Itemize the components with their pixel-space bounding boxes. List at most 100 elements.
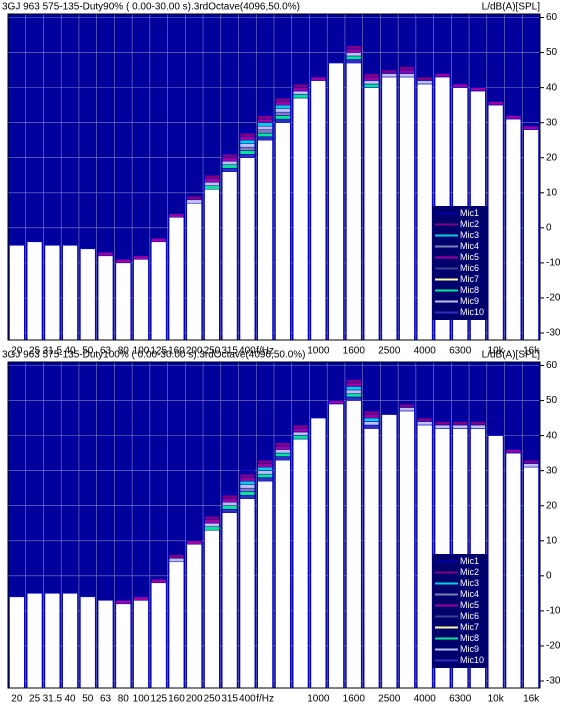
x-tick-label: 80 [118, 346, 130, 357]
y-tick-label: -30 [546, 328, 561, 339]
bar [115, 262, 131, 341]
x-tick-label: 2500 [378, 346, 401, 357]
x-tick-label: 400 [239, 346, 256, 357]
x-tick-label: 6300 [449, 346, 472, 357]
x-tick-label: 100 [133, 346, 150, 357]
bar [292, 97, 309, 341]
bar [133, 259, 149, 341]
x-tick-label: 10k [488, 346, 505, 357]
bar [363, 428, 380, 689]
y-tick-label: 50 [546, 395, 558, 406]
x-tick-label: 1600 [343, 694, 366, 705]
x-tick-label: 63 [100, 694, 112, 705]
legend-label: Mic3 [460, 578, 479, 588]
bar [381, 76, 397, 341]
bar [346, 400, 362, 689]
legend-label: Mic1 [460, 556, 479, 566]
x-tick-label: 2500 [378, 694, 401, 705]
legend-label: Mic10 [460, 307, 484, 317]
y-tick-label: -20 [546, 641, 561, 652]
x-tick-label: f/Hz [256, 694, 274, 705]
x-tick-label: 20 [11, 346, 23, 357]
bar [488, 104, 504, 341]
legend-label: Mic8 [460, 285, 479, 295]
x-tick-label: f/Hz [256, 346, 274, 357]
legend-label: Mic4 [460, 241, 479, 251]
y-tick-label: 50 [546, 47, 558, 58]
bar [44, 245, 60, 341]
x-tick-label: 315 [221, 694, 238, 705]
x-tick-label: 315 [221, 346, 238, 357]
x-tick-label: 1000 [307, 346, 330, 357]
bar [417, 83, 433, 341]
legend-label: Mic9 [460, 296, 479, 306]
legend-label: Mic5 [460, 252, 479, 262]
x-tick-label: 25 [29, 694, 41, 705]
x-tick-label: 200 [186, 694, 203, 705]
bar [488, 435, 504, 689]
x-tick-label: 50 [82, 694, 94, 705]
bar [186, 203, 202, 341]
bar [222, 171, 238, 341]
bar [310, 417, 326, 689]
bar [257, 480, 273, 689]
x-tick-label: 250 [204, 694, 221, 705]
x-tick-label: 80 [118, 694, 130, 705]
plot-frame [7, 13, 541, 341]
x-tick-label: 40 [65, 694, 77, 705]
legend-label: Mic4 [460, 589, 479, 599]
bar [399, 410, 415, 689]
x-tick-label: 31.5 [43, 694, 63, 705]
bar [363, 87, 380, 341]
x-tick-label: 31.5 [43, 346, 63, 357]
bar [62, 245, 78, 341]
x-tick-label: 125 [150, 346, 167, 357]
x-tick-label: 160 [168, 346, 185, 357]
bar [381, 414, 397, 689]
legend-label: Mic7 [460, 622, 479, 632]
bar [346, 62, 362, 341]
y-tick-label: 40 [546, 82, 558, 93]
y-tick-label: 20 [546, 500, 558, 511]
bar [523, 466, 539, 689]
bar [204, 530, 220, 689]
y-tick-label: 20 [546, 152, 558, 163]
bar [151, 582, 167, 689]
y-tick-label: -20 [546, 293, 561, 304]
bar [417, 424, 433, 689]
bar [222, 512, 238, 689]
legend-label: Mic9 [460, 644, 479, 654]
y-tick-label: 30 [546, 465, 558, 476]
bar [275, 122, 291, 341]
x-tick-label: 160 [168, 694, 185, 705]
x-tick-label: 1000 [307, 694, 330, 705]
bar [97, 255, 114, 341]
y-tick-label: -10 [546, 258, 561, 269]
y-tick-label: 30 [546, 117, 558, 128]
y-tick-label: 60 [546, 360, 558, 371]
x-tick-label: 125 [150, 694, 167, 705]
legend-label: Mic10 [460, 655, 484, 665]
legend-label: Mic2 [460, 219, 479, 229]
bar [310, 80, 326, 341]
x-tick-label: 250 [204, 346, 221, 357]
y-tick-label: 10 [546, 187, 558, 198]
bar [257, 139, 273, 341]
bar [328, 62, 344, 341]
y-tick-label: 60 [546, 12, 558, 23]
chart-title: 3GJ 963 575-135-Duty100% ( 0.00-30.00 s)… [2, 350, 306, 361]
x-tick-label: 6300 [449, 694, 472, 705]
bar [97, 600, 114, 689]
x-tick-label: 400 [239, 694, 256, 705]
legend-label: Mic1 [460, 208, 479, 218]
bar [292, 438, 309, 689]
bar [9, 596, 25, 689]
bar [151, 241, 167, 341]
x-tick-label: 16k [523, 346, 540, 357]
legend-label: Mic7 [460, 274, 479, 284]
x-tick-label: 50 [82, 346, 94, 357]
x-tick-label: 40 [65, 346, 77, 357]
y-axis-label: L/dB(A)[SPL] [482, 2, 541, 13]
y-axis-label: L/dB(A)[SPL] [482, 350, 541, 361]
bar [133, 600, 149, 689]
